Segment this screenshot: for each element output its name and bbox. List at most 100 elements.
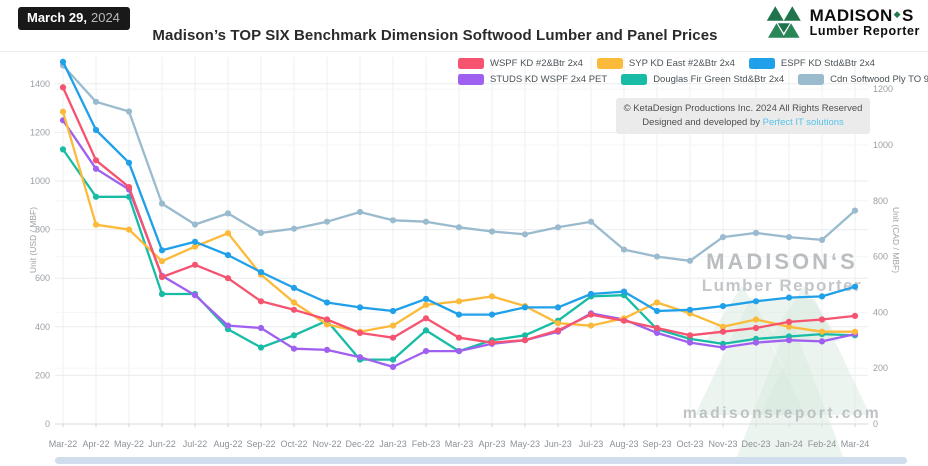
- legend-item-wspf-kd-2-btr-2x4[interactable]: WSPF KD #2&Btr 2x4: [458, 58, 583, 69]
- data-point[interactable]: [554, 327, 562, 334]
- data-point[interactable]: [554, 224, 562, 231]
- data-point[interactable]: [620, 317, 628, 324]
- data-point[interactable]: [158, 247, 166, 254]
- data-point[interactable]: [851, 328, 859, 335]
- data-point[interactable]: [422, 315, 430, 322]
- data-point[interactable]: [620, 246, 628, 253]
- data-point[interactable]: [125, 184, 133, 191]
- data-point[interactable]: [455, 224, 463, 231]
- data-point[interactable]: [125, 108, 133, 115]
- data-point[interactable]: [158, 258, 166, 265]
- data-point[interactable]: [554, 304, 562, 311]
- data-point[interactable]: [224, 322, 232, 329]
- data-point[interactable]: [521, 337, 529, 344]
- data-point[interactable]: [356, 354, 364, 361]
- data-point[interactable]: [719, 328, 727, 335]
- data-point[interactable]: [686, 339, 694, 346]
- data-point[interactable]: [158, 273, 166, 281]
- data-point[interactable]: [719, 234, 727, 241]
- data-point[interactable]: [851, 283, 859, 290]
- data-point[interactable]: [620, 288, 628, 295]
- legend-item-studs-kd-wspf-2x4-pet[interactable]: STUDS KD WSPF 2x4 PET: [458, 74, 607, 85]
- data-point[interactable]: [488, 293, 496, 300]
- data-point[interactable]: [92, 98, 100, 105]
- data-point[interactable]: [752, 298, 760, 305]
- data-point[interactable]: [752, 324, 760, 332]
- data-point[interactable]: [191, 261, 199, 268]
- data-point[interactable]: [290, 332, 298, 339]
- data-point[interactable]: [257, 229, 265, 236]
- data-point[interactable]: [290, 299, 298, 306]
- data-point[interactable]: [257, 298, 265, 305]
- scrollbar-thumb[interactable]: [55, 457, 907, 464]
- data-point[interactable]: [653, 299, 661, 306]
- data-point[interactable]: [488, 311, 496, 318]
- data-point[interactable]: [719, 344, 727, 351]
- data-point[interactable]: [158, 290, 166, 298]
- data-point[interactable]: [257, 324, 265, 332]
- data-point[interactable]: [389, 356, 397, 363]
- data-point[interactable]: [59, 108, 67, 115]
- data-point[interactable]: [455, 311, 463, 318]
- data-point[interactable]: [191, 238, 199, 245]
- data-point[interactable]: [422, 327, 430, 334]
- developer-link[interactable]: Perfect IT solutions: [762, 117, 844, 128]
- data-point[interactable]: [191, 243, 199, 250]
- data-point[interactable]: [224, 252, 232, 259]
- horizontal-scrollbar[interactable]: [55, 457, 907, 464]
- data-point[interactable]: [587, 311, 595, 318]
- data-point[interactable]: [290, 345, 298, 352]
- data-point[interactable]: [719, 323, 727, 330]
- data-point[interactable]: [224, 275, 232, 282]
- data-point[interactable]: [686, 332, 694, 339]
- data-point[interactable]: [59, 146, 67, 153]
- data-point[interactable]: [818, 293, 826, 300]
- data-point[interactable]: [851, 207, 859, 214]
- data-point[interactable]: [323, 299, 331, 306]
- data-point[interactable]: [191, 221, 199, 228]
- data-point[interactable]: [389, 334, 397, 341]
- data-point[interactable]: [224, 210, 232, 217]
- data-point[interactable]: [818, 316, 826, 323]
- data-point[interactable]: [587, 290, 595, 298]
- data-point[interactable]: [719, 303, 727, 310]
- data-point[interactable]: [92, 157, 100, 164]
- data-point[interactable]: [653, 253, 661, 260]
- data-point[interactable]: [554, 320, 562, 327]
- data-point[interactable]: [785, 318, 793, 325]
- data-point[interactable]: [488, 339, 496, 346]
- data-point[interactable]: [257, 344, 265, 351]
- data-point[interactable]: [356, 329, 364, 336]
- data-point[interactable]: [488, 228, 496, 235]
- legend-item-douglas-fir-green-std-btr-2x4[interactable]: Douglas Fir Green Std&Btr 2x4: [621, 74, 784, 85]
- data-point[interactable]: [356, 304, 364, 311]
- data-point[interactable]: [356, 208, 364, 216]
- data-point[interactable]: [125, 226, 133, 233]
- legend-item-espf-kd-std-btr-2x4[interactable]: ESPF KD Std&Btr 2x4: [748, 58, 875, 69]
- data-point[interactable]: [455, 348, 463, 355]
- data-point[interactable]: [653, 329, 661, 336]
- data-point[interactable]: [158, 200, 166, 207]
- data-point[interactable]: [752, 339, 760, 346]
- data-point[interactable]: [653, 307, 661, 315]
- data-point[interactable]: [92, 126, 100, 134]
- data-point[interactable]: [389, 217, 397, 224]
- data-point[interactable]: [455, 334, 463, 341]
- data-point[interactable]: [785, 234, 793, 241]
- data-point[interactable]: [422, 301, 430, 308]
- legend-item-syp-kd-east-2-btr-2x4[interactable]: SYP KD East #2&Btr 2x4: [596, 58, 735, 69]
- data-point[interactable]: [818, 236, 826, 243]
- data-point[interactable]: [422, 348, 430, 355]
- data-point[interactable]: [422, 218, 430, 225]
- data-point[interactable]: [257, 269, 265, 276]
- data-point[interactable]: [785, 337, 793, 344]
- data-point[interactable]: [92, 165, 100, 172]
- data-point[interactable]: [785, 323, 793, 330]
- data-point[interactable]: [587, 322, 595, 329]
- data-point[interactable]: [851, 312, 859, 319]
- data-point[interactable]: [290, 306, 298, 313]
- data-point[interactable]: [389, 363, 397, 370]
- data-point[interactable]: [818, 328, 826, 335]
- data-point[interactable]: [686, 306, 694, 313]
